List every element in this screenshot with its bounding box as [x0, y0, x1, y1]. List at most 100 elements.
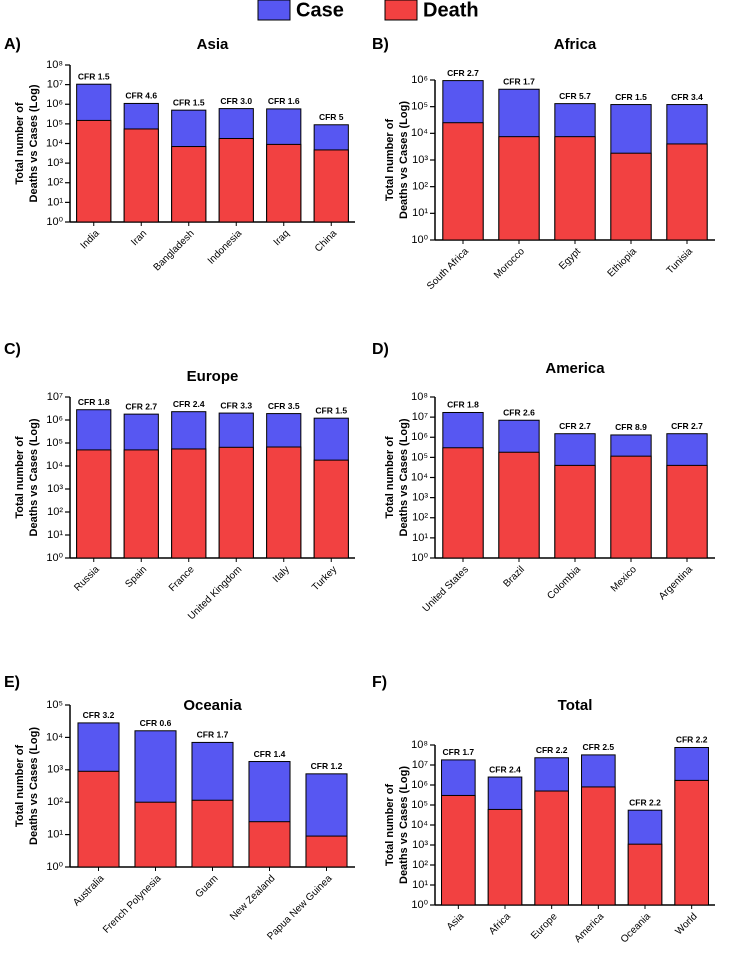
y-tick-label: 10⁸ — [46, 59, 63, 71]
panel-label: B) — [372, 36, 389, 53]
x-tick-label: France — [167, 564, 197, 594]
cfr-label: CFR 2.7 — [559, 421, 591, 431]
death-bar — [498, 451, 540, 559]
x-tick-label: Iraq — [272, 228, 292, 248]
cfr-label: CFR 4.6 — [125, 91, 157, 101]
y-tick-label: 10³ — [47, 157, 63, 169]
x-tick-label: Oceania — [619, 911, 653, 945]
y-tick-label: 10⁰ — [46, 552, 63, 564]
y-axis-label: Total number of — [384, 436, 396, 519]
panel-label: A) — [4, 36, 21, 53]
y-tick-label: 10⁷ — [47, 79, 63, 91]
cfr-label: CFR 1.5 — [173, 97, 205, 107]
x-tick-label: World — [674, 911, 700, 937]
x-tick-label: Ethiopia — [606, 246, 640, 280]
death-bar — [441, 794, 476, 906]
x-tick-label: United States — [421, 564, 471, 614]
y-tick-label: 10³ — [47, 483, 63, 495]
cfr-label: CFR 8.9 — [615, 422, 647, 432]
x-tick-label: Europe — [529, 911, 560, 942]
y-tick-label: 10³ — [412, 154, 428, 166]
legend-label: Death — [423, 0, 479, 21]
y-tick-label: 10¹ — [412, 532, 428, 544]
death-bar — [266, 143, 302, 223]
panel-label: F) — [372, 674, 387, 691]
y-tick-label: 10¹ — [47, 196, 63, 208]
cfr-label: CFR 3.5 — [268, 401, 300, 411]
cfr-label: CFR 1.2 — [311, 761, 343, 771]
death-bar — [313, 459, 349, 559]
x-tick-label: Tunisia — [665, 246, 696, 277]
y-tick-label: 10¹ — [412, 879, 428, 891]
cfr-label: CFR 2.2 — [536, 745, 568, 755]
y-tick-label: 10⁴ — [411, 819, 428, 831]
death-bar — [76, 119, 112, 223]
y-tick-label: 10⁶ — [46, 98, 63, 110]
x-tick-label: Turkey — [310, 564, 339, 593]
y-tick-label: 10⁶ — [411, 779, 428, 791]
y-axis-label: Total number of — [384, 119, 396, 202]
y-axis-label: Deaths vs Cases (Log) — [28, 727, 40, 845]
y-tick-label: 10⁷ — [47, 391, 63, 403]
chart-title: Europe — [187, 368, 239, 385]
y-tick-label: 10⁶ — [46, 414, 63, 426]
x-tick-label: Africa — [487, 911, 513, 937]
legend-label: Case — [296, 0, 344, 21]
death-bar — [487, 808, 523, 906]
y-tick-label: 10⁵ — [411, 101, 428, 113]
cfr-label: CFR 2.2 — [629, 797, 661, 807]
x-tick-label: China — [313, 228, 340, 255]
y-tick-label: 10² — [412, 859, 428, 871]
cfr-label: CFR 3.0 — [220, 96, 252, 106]
y-axis-label: Total number of — [14, 102, 26, 185]
death-bar — [123, 128, 159, 223]
death-bar — [534, 790, 569, 906]
y-tick-label: 10⁷ — [412, 411, 428, 423]
death-bar — [171, 146, 207, 223]
y-tick-label: 10⁶ — [411, 74, 428, 86]
chart-title: Oceania — [183, 697, 242, 714]
x-tick-label: Asia — [445, 911, 467, 933]
cfr-label: CFR 5 — [319, 112, 344, 122]
chart-title: Africa — [554, 36, 597, 53]
cfr-label: CFR 1.7 — [197, 730, 229, 740]
death-bar — [666, 143, 708, 241]
death-bar — [266, 446, 302, 559]
y-tick-label: 10¹ — [47, 529, 63, 541]
cfr-label: CFR 2.7 — [447, 68, 479, 78]
death-bar — [674, 779, 709, 906]
cfr-label: CFR 3.4 — [671, 92, 703, 102]
death-bar — [610, 455, 652, 559]
y-axis-label: Total number of — [384, 784, 396, 867]
y-tick-label: 10² — [412, 512, 428, 524]
y-tick-label: 10⁵ — [46, 699, 63, 711]
x-tick-label: Bangladesh — [152, 228, 197, 273]
y-tick-label: 10² — [47, 177, 63, 189]
cfr-label: CFR 1.5 — [615, 92, 647, 102]
y-tick-label: 10⁵ — [411, 799, 428, 811]
x-tick-label: Morocco — [492, 246, 527, 281]
death-bar — [305, 835, 348, 868]
death-bar — [218, 446, 254, 559]
y-tick-label: 10⁰ — [411, 234, 428, 246]
y-tick-label: 10² — [47, 506, 63, 518]
y-axis-label: Deaths vs Cases (Log) — [398, 766, 410, 884]
legend-swatch — [384, 0, 418, 21]
x-tick-label: South Africa — [425, 246, 471, 292]
x-tick-label: India — [79, 228, 102, 251]
x-tick-label: New Zealand — [228, 873, 277, 922]
panel-label: E) — [4, 674, 20, 691]
x-tick-label: Italy — [271, 564, 292, 585]
chart-title: Asia — [197, 36, 229, 53]
cfr-label: CFR 2.4 — [173, 399, 205, 409]
death-bar — [666, 464, 708, 559]
y-axis-label: Deaths vs Cases (Log) — [28, 418, 40, 536]
y-tick-label: 10⁴ — [411, 471, 428, 483]
death-bar — [76, 449, 112, 559]
y-tick-label: 10¹ — [412, 207, 428, 219]
y-tick-label: 10⁸ — [411, 739, 428, 751]
y-axis-label: Deaths vs Cases (Log) — [398, 418, 410, 536]
x-tick-label: Guam — [193, 873, 220, 900]
death-bar — [134, 801, 177, 868]
